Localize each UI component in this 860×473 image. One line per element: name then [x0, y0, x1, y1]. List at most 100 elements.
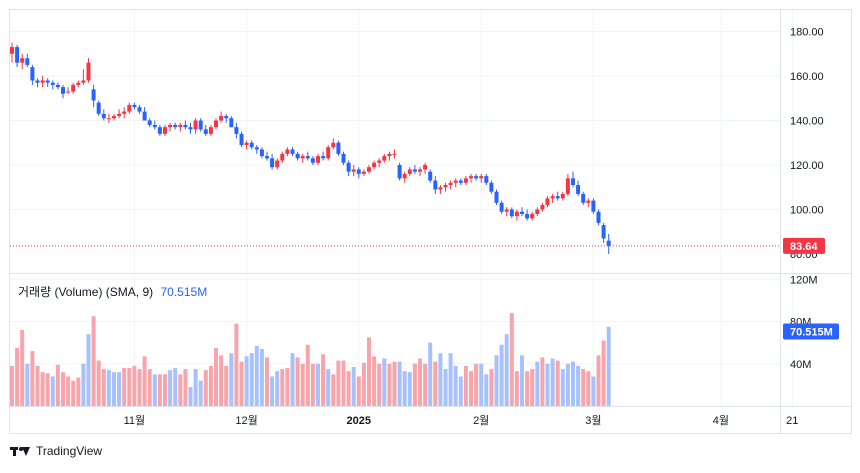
candle: [214, 118, 218, 130]
volume-bar: [326, 369, 331, 406]
volume-bar: [305, 344, 310, 406]
candle-body: [412, 169, 417, 172]
volume-bar: [581, 369, 586, 406]
candle: [520, 207, 524, 217]
price-tick-label: 180.00: [790, 27, 824, 39]
candle: [81, 69, 86, 85]
volume-bar: [571, 361, 575, 406]
volume-bar: [372, 356, 377, 406]
price-tick-label: 120.00: [790, 160, 824, 172]
candle: [443, 182, 448, 192]
candle-body: [183, 124, 188, 128]
volume-bar: [30, 351, 35, 406]
candle: [224, 113, 229, 123]
volume-bar: [280, 369, 285, 406]
candle: [193, 118, 198, 134]
volume-bar: [387, 363, 392, 406]
volume-bar: [15, 347, 20, 406]
volume-bar: [331, 374, 336, 406]
candle-body: [382, 156, 387, 161]
candle-body: [336, 142, 341, 154]
volume-bar: [555, 360, 560, 406]
candle-body: [361, 171, 366, 174]
volume-bar: [428, 342, 433, 406]
candle-body: [295, 153, 300, 159]
candle: [101, 109, 106, 121]
volume-bar: [214, 347, 218, 406]
candle: [310, 156, 315, 165]
volume-bar: [35, 365, 40, 406]
candle: [55, 82, 60, 90]
candle-body: [132, 104, 137, 108]
candle-body: [300, 156, 305, 159]
volume-bar: [285, 367, 290, 406]
candle: [86, 58, 91, 83]
volume-bar: [81, 363, 86, 406]
candle-body: [555, 196, 560, 199]
candle-body: [76, 82, 81, 85]
candle-body: [152, 124, 157, 128]
candle: [576, 180, 581, 197]
candle-body: [214, 120, 218, 128]
candle-body: [86, 62, 91, 81]
candle-body: [96, 102, 101, 114]
candle-body: [224, 116, 229, 119]
tradingview-branding[interactable]: TradingView: [10, 444, 102, 458]
candle-body: [305, 156, 310, 159]
candle: [479, 173, 484, 183]
candle: [76, 80, 81, 88]
volume-bar: [448, 353, 453, 406]
candle: [163, 124, 167, 137]
time-tick-label: 11월: [124, 414, 146, 427]
candle-body: [50, 82, 55, 85]
volume-bar: [203, 370, 208, 406]
volume-bar: [142, 356, 147, 406]
candle-body: [525, 213, 530, 219]
volume-bar: [290, 353, 295, 406]
candle: [525, 209, 530, 221]
candle: [560, 191, 565, 201]
candle-body: [509, 209, 514, 217]
candle: [453, 178, 458, 188]
candle-body: [550, 196, 555, 199]
pane-divider[interactable]: [9, 273, 852, 274]
candle: [586, 198, 591, 208]
candle: [127, 102, 132, 114]
candle: [530, 211, 535, 221]
candle: [346, 160, 351, 177]
candle: [35, 78, 40, 88]
candle-body: [259, 149, 264, 157]
volume-bar: [163, 374, 167, 406]
volume-bar: [530, 369, 535, 406]
candle-body: [55, 84, 60, 88]
time-axis[interactable]: 11월 12월 2025 2월 3월 4월 21: [124, 414, 799, 427]
volume-bar: [479, 363, 484, 406]
volume-bar: [367, 337, 371, 406]
candle: [428, 169, 433, 183]
volume-legend[interactable]: 거래량 (Volume) (SMA, 9) 70.515M: [18, 283, 207, 300]
volume-bar: [499, 344, 504, 406]
volume-bar: [61, 372, 65, 406]
candle: [265, 151, 269, 161]
candle-body: [316, 156, 320, 163]
volume-bar: [275, 371, 280, 406]
volume-bar: [224, 365, 229, 406]
candle: [290, 147, 295, 157]
candle: [188, 122, 193, 134]
candle: [173, 122, 178, 130]
candle-body: [193, 120, 198, 130]
candle: [208, 124, 213, 137]
volume-bar: [193, 369, 198, 406]
candle-body: [514, 211, 519, 217]
candle: [392, 149, 397, 159]
candle-body: [142, 111, 147, 121]
grid-lines: [10, 9, 793, 406]
time-tick-label: 2025: [347, 415, 371, 427]
volume-bar: [300, 363, 305, 406]
candle: [463, 176, 468, 186]
candle: [407, 167, 412, 177]
